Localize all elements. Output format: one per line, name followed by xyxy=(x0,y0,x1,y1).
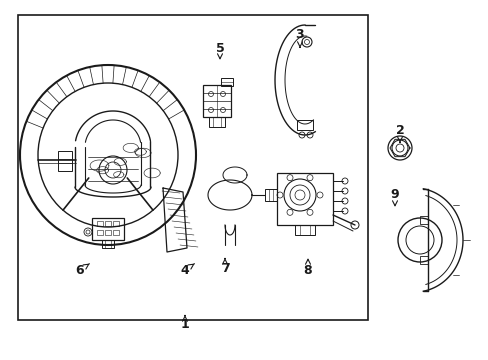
Bar xyxy=(420,256,427,264)
Bar xyxy=(208,117,224,127)
Text: 2: 2 xyxy=(395,123,404,142)
Bar xyxy=(203,85,230,117)
Bar xyxy=(105,230,111,235)
Bar xyxy=(105,221,111,226)
Bar xyxy=(264,189,276,201)
Text: 5: 5 xyxy=(215,41,224,59)
Text: 1: 1 xyxy=(180,316,189,332)
Bar xyxy=(296,120,312,130)
Bar xyxy=(102,240,114,248)
Text: 7: 7 xyxy=(220,258,229,274)
Bar xyxy=(18,15,367,320)
Text: 4: 4 xyxy=(180,264,194,276)
Bar xyxy=(420,216,427,224)
Bar xyxy=(276,173,332,225)
Bar xyxy=(113,230,119,235)
Bar xyxy=(97,230,103,235)
Text: 9: 9 xyxy=(390,189,399,206)
Bar xyxy=(97,221,103,226)
Bar xyxy=(294,225,314,235)
Bar xyxy=(92,218,124,240)
Text: 3: 3 xyxy=(295,28,304,47)
Bar xyxy=(113,221,119,226)
Text: 6: 6 xyxy=(76,264,89,276)
Bar xyxy=(221,78,232,86)
Text: 8: 8 xyxy=(303,259,312,276)
Bar xyxy=(58,151,72,171)
